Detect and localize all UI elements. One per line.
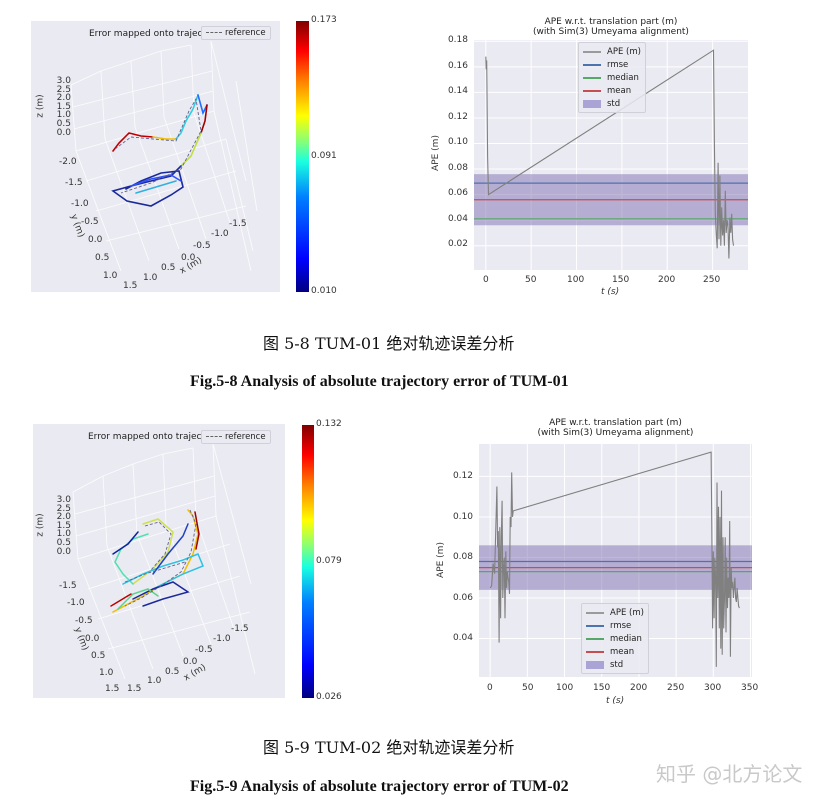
ape-plot-area xyxy=(474,40,748,270)
plot3d-title: Error mapped onto trajectory xyxy=(89,29,221,39)
z-axis-ticks: 3.0 2.5 2.0 1.5 1.0 0.5 0.0 xyxy=(56,495,71,557)
ape-y-label: APE (m) xyxy=(430,135,441,171)
colorbar-max-label: 0.132 xyxy=(316,419,342,429)
plot3d-title: Error mapped onto trajectory xyxy=(88,432,220,442)
ape-line-icon xyxy=(583,50,601,53)
error-colorbar xyxy=(302,425,314,698)
colorbar-mid-label: 0.091 xyxy=(311,151,337,161)
ape-chart-title: APE w.r.t. translation part (m) (with Si… xyxy=(537,418,694,438)
error-colorbar xyxy=(296,21,309,292)
rmse-line-icon xyxy=(583,63,601,66)
std-patch-icon xyxy=(583,99,601,108)
trajectory-3d-grid xyxy=(70,40,258,272)
ape-x-label: t (s) xyxy=(601,287,620,297)
ape-y-label: APE (m) xyxy=(435,542,446,578)
legend-label: reference xyxy=(225,432,266,442)
z-axis-label: z (m) xyxy=(35,513,46,537)
z-axis-label: z (m) xyxy=(35,94,46,118)
rmse-line-icon xyxy=(586,624,604,627)
watermark: 知乎 @北方论文 xyxy=(656,762,803,786)
median-line-icon xyxy=(583,76,601,79)
figure-caption-english: Fig.5-9 Analysis of absolute trajectory … xyxy=(190,778,569,795)
ape-x-label: t (s) xyxy=(606,696,625,706)
median-line-icon xyxy=(586,637,604,640)
colorbar-min-label: 0.010 xyxy=(311,286,337,296)
trajectory-3d-plot: Error mapped onto trajectory reference 3… xyxy=(31,21,280,292)
colorbar-mid-label: 0.079 xyxy=(316,556,342,566)
ape-legend: APE (m) rmse median mean std xyxy=(578,42,646,113)
std-patch-icon xyxy=(586,660,604,669)
colorbar-max-label: 0.173 xyxy=(311,15,337,25)
colorbar-min-label: 0.026 xyxy=(316,692,342,702)
mean-line-icon xyxy=(586,650,604,653)
dashed-line-icon xyxy=(206,436,222,437)
ape-line-icon xyxy=(586,611,604,614)
figure-caption-chinese: 图 5-9 TUM-02 绝对轨迹误差分析 xyxy=(263,738,515,757)
figure-caption-english: Fig.5-8 Analysis of absolute trajectory … xyxy=(190,373,569,390)
z-axis-ticks: 3.0 2.5 2.0 1.5 1.0 0.5 0.0 xyxy=(56,76,71,138)
dashed-line-icon xyxy=(206,32,222,33)
figure-caption-chinese: 图 5-8 TUM-01 绝对轨迹误差分析 xyxy=(263,334,515,353)
plot3d-legend: reference xyxy=(201,430,271,444)
legend-label: reference xyxy=(225,28,266,38)
ape-legend: APE (m) rmse median mean std xyxy=(581,603,649,674)
plot3d-legend: reference xyxy=(201,26,271,40)
ape-chart-title: APE w.r.t. translation part (m) (with Si… xyxy=(533,17,689,37)
trajectory-3d-plot: Error mapped onto trajectory reference 3… xyxy=(33,424,285,698)
mean-line-icon xyxy=(583,89,601,92)
trajectory-3d-grid xyxy=(72,443,256,680)
